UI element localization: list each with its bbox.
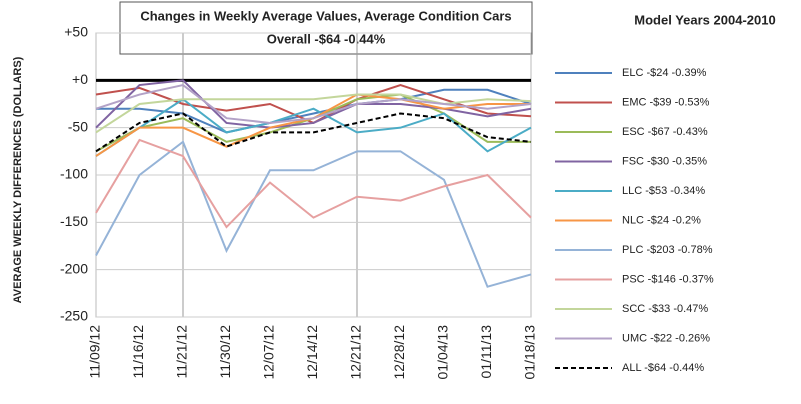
legend-label: ESC -$67 -0.43%	[622, 126, 708, 138]
legend-label: ELC -$24 -0.39%	[622, 67, 707, 79]
legend-label: FSC -$30 -0.35%	[622, 155, 707, 167]
note: Model Years 2004-2010	[634, 12, 775, 27]
legend-label: EMC -$39 -0.53%	[622, 96, 710, 108]
y-tick-label: -200	[60, 260, 88, 276]
legend-label: PSC -$146 -0.37%	[622, 273, 714, 285]
legend-label: PLC -$203 -0.78%	[622, 244, 713, 256]
series-line	[95, 83, 532, 124]
chart-title: Changes in Weekly Average Values, Averag…	[140, 8, 511, 23]
series-line	[96, 88, 532, 134]
x-tick-label: 12/21/12	[348, 325, 364, 380]
x-tick-label: 11/16/12	[130, 325, 146, 379]
series-line	[95, 138, 532, 229]
legend-label: UMC -$22 -0.26%	[622, 332, 710, 344]
x-tick-label: 01/04/13	[435, 325, 451, 380]
y-axis-label: AVERAGE WEEKLY DIFFERENCES (DOLLARS)	[12, 56, 24, 303]
x-tick-label: 01/11/13	[478, 325, 494, 379]
x-tick-label: 11/30/12	[217, 325, 233, 379]
y-tick-label: -100	[60, 166, 88, 182]
series-line	[95, 112, 532, 153]
series-line	[95, 79, 532, 129]
chart-subtitle: Overall -$64 -0.44%	[267, 31, 386, 46]
y-tick-label: +50	[64, 24, 88, 40]
legend-label: ALL -$64 -0.44%	[622, 362, 704, 374]
y-tick-label: -250	[60, 308, 88, 324]
series-line	[95, 93, 531, 157]
legend-label: NLC -$24 -0.2%	[622, 214, 701, 226]
title-box	[119, 1, 533, 55]
legend-label: SCC -$33 -0.47%	[622, 303, 708, 315]
y-tick-label: -150	[60, 213, 88, 229]
y-tick-label: -50	[68, 118, 88, 134]
x-tick-label: 12/14/12	[304, 325, 320, 380]
x-tick-label: 12/28/12	[391, 325, 407, 380]
series-line	[95, 140, 532, 288]
series-line	[95, 98, 532, 157]
legend-label: LLC -$53 -0.34%	[622, 185, 705, 197]
x-tick-label: 11/09/12	[87, 325, 103, 379]
x-tick-label: 11/21/12	[174, 325, 190, 379]
series-line	[95, 93, 532, 134]
y-tick-label: +0	[72, 71, 88, 87]
x-tick-label: 12/07/12	[261, 325, 277, 380]
x-tick-label: 01/18/13	[522, 325, 538, 380]
